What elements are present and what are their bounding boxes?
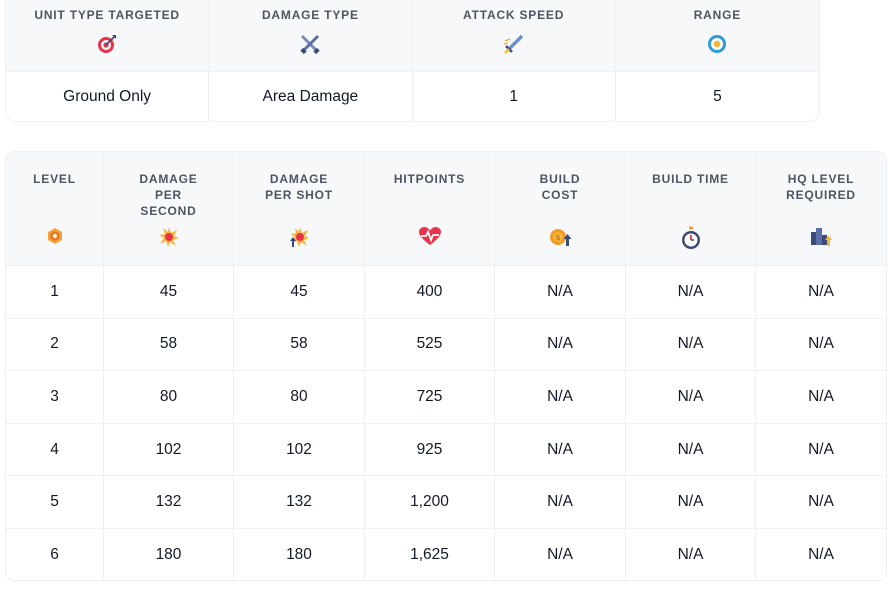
build-cost-cell: N/A (495, 370, 626, 423)
hitpoints-cell: 1,200 (365, 475, 495, 528)
level-stats-body: 1 45 45 400 N/A N/A N/A 2 58 58 525 N/A … (6, 265, 886, 580)
header-unit-type-targeted: UNIT TYPE TARGETED (6, 0, 210, 71)
build-time-cell: N/A (626, 265, 756, 318)
header-label: RANGE (693, 8, 742, 22)
hitpoints-cell: 725 (365, 370, 495, 423)
build-time-cell: N/A (626, 370, 756, 423)
value-range: 5 (615, 71, 819, 121)
dps-cell: 80 (104, 370, 234, 423)
unit-info-table: UNIT TYPE TARGETED DAMAGE TYPE (5, 0, 820, 122)
header-damage-per-shot: DAMAGE PER SHOT (234, 152, 365, 265)
level-cell: 2 (6, 317, 104, 371)
explosion-icon (158, 226, 180, 253)
header-hq-level-required: HQ LEVEL REQUIRED (756, 152, 886, 265)
stopwatch-icon (680, 226, 702, 255)
heart-pulse-icon (418, 226, 442, 251)
header-hitpoints: HITPOINTS (365, 152, 495, 265)
svg-text:$: $ (555, 233, 560, 242)
crossed-swords-icon (299, 33, 321, 60)
hq-level-cell: N/A (756, 527, 886, 580)
header-label: DAMAGE TYPE (261, 8, 359, 22)
damage-per-shot-cell: 132 (234, 475, 365, 528)
dps-cell: 180 (104, 527, 234, 580)
header-label: DAMAGE PER SECOND (139, 172, 198, 218)
table-row: 1 45 45 400 N/A N/A N/A (6, 265, 886, 318)
table-row: 5 132 132 1,200 N/A N/A N/A (6, 475, 886, 528)
damage-per-shot-cell: 58 (234, 317, 365, 371)
damage-per-shot-cell: 80 (234, 370, 365, 423)
level-cell: 5 (6, 475, 104, 528)
hitpoints-cell: 925 (365, 422, 495, 476)
header-label: DAMAGE PER SHOT (265, 172, 333, 202)
table-row: 4 102 102 925 N/A N/A N/A (6, 422, 886, 476)
value-unit-type-targeted: Ground Only (6, 71, 210, 121)
build-cost-cell: N/A (495, 527, 626, 580)
header-range: RANGE (616, 0, 819, 71)
coin-up-icon: $ (548, 226, 572, 251)
hitpoints-cell: 525 (365, 317, 495, 371)
damage-per-shot-cell: 45 (234, 265, 365, 318)
header-label: UNIT TYPE TARGETED (34, 8, 180, 22)
dps-cell: 102 (104, 422, 234, 476)
hq-level-cell: N/A (756, 265, 886, 318)
unit-info-header-row: UNIT TYPE TARGETED DAMAGE TYPE (6, 0, 819, 71)
level-badge-icon (45, 226, 65, 251)
header-build-time: BUILD TIME (626, 152, 756, 265)
level-stats-header-row: LEVEL DAMAGE PER SECOND DAMAGE PER SHOT (6, 152, 886, 265)
build-cost-cell: N/A (495, 422, 626, 476)
build-time-cell: N/A (626, 475, 756, 528)
hq-level-cell: N/A (756, 422, 886, 476)
value-damage-type: Area Damage (209, 71, 413, 121)
dps-cell: 58 (104, 317, 234, 371)
hq-level-cell: N/A (756, 317, 886, 371)
build-time-cell: N/A (626, 317, 756, 371)
sword-speed-icon (503, 33, 525, 60)
level-cell: 1 (6, 265, 104, 318)
hq-level-cell: N/A (756, 370, 886, 423)
unit-info-values-row: Ground Only Area Damage 1 5 (6, 71, 819, 121)
hitpoints-cell: 400 (365, 265, 495, 318)
header-attack-speed: ATTACK SPEED (413, 0, 616, 71)
header-label: HITPOINTS (393, 172, 466, 186)
build-time-cell: N/A (626, 527, 756, 580)
level-cell: 4 (6, 422, 104, 476)
build-cost-cell: N/A (495, 475, 626, 528)
header-damage-type: DAMAGE TYPE (209, 0, 413, 71)
hq-building-icon (809, 226, 833, 251)
header-label: ATTACK SPEED (463, 8, 565, 22)
build-time-cell: N/A (626, 422, 756, 476)
level-cell: 6 (6, 527, 104, 580)
value-attack-speed: 1 (412, 71, 616, 121)
header-label: HQ LEVEL REQUIRED (786, 172, 856, 202)
header-build-cost: BUILD COST $ (495, 152, 626, 265)
table-row: 3 80 80 725 N/A N/A N/A (6, 370, 886, 423)
level-stats-table: LEVEL DAMAGE PER SECOND DAMAGE PER SHOT (5, 151, 887, 581)
explosion-up-icon (288, 226, 310, 253)
dps-cell: 132 (104, 475, 234, 528)
level-cell: 3 (6, 370, 104, 423)
dps-cell: 45 (104, 265, 234, 318)
damage-per-shot-cell: 180 (234, 527, 365, 580)
header-label: BUILD COST (539, 172, 581, 202)
hitpoints-cell: 1,625 (365, 527, 495, 580)
header-label: LEVEL (33, 172, 76, 186)
header-damage-per-second: DAMAGE PER SECOND (104, 152, 234, 265)
range-target-icon (706, 33, 728, 60)
build-cost-cell: N/A (495, 265, 626, 318)
damage-per-shot-cell: 102 (234, 422, 365, 476)
header-level: LEVEL (6, 152, 104, 265)
table-row: 2 58 58 525 N/A N/A N/A (6, 317, 886, 371)
header-label: BUILD TIME (652, 172, 729, 186)
build-cost-cell: N/A (495, 317, 626, 371)
table-row: 6 180 180 1,625 N/A N/A N/A (6, 527, 886, 580)
target-icon (96, 33, 118, 60)
hq-level-cell: N/A (756, 475, 886, 528)
